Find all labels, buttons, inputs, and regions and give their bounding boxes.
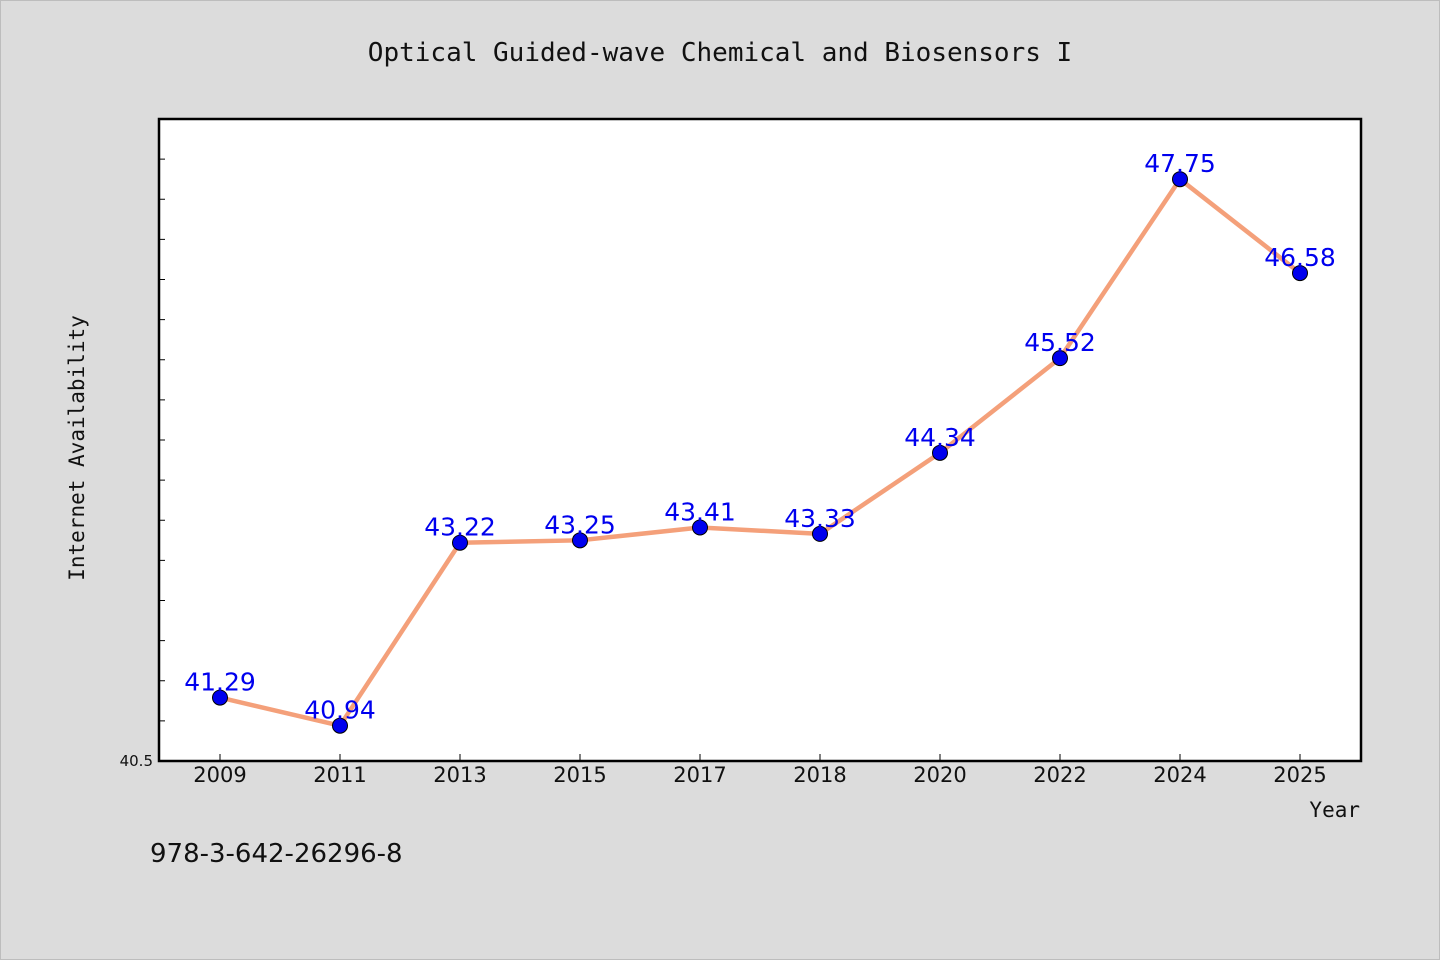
x-tick-label: 2018 (793, 763, 846, 787)
series-layer: 41.29 40.94 43.22 43.25 43.41 43.33 44.34 45.52… (184, 149, 1336, 734)
x-tick-label: 2011 (313, 763, 366, 787)
series-line (217, 176, 1303, 728)
plot-frame (157, 117, 1363, 763)
y-tick-label-min: 40.5 (120, 752, 153, 770)
x-tick-label: 2009 (193, 763, 246, 787)
y-axis-label: Internet Availability (65, 315, 89, 581)
data-point (332, 717, 348, 734)
x-tick-label: 2020 (913, 763, 966, 787)
x-axis-label: Year (1309, 798, 1360, 822)
data-point (1172, 171, 1188, 188)
data-point (1292, 265, 1308, 282)
footer-isbn: 978-3-642-26296-8 (150, 839, 403, 869)
data-label: 43.33 (784, 504, 856, 533)
data-label: 44.34 (904, 423, 976, 452)
x-tick-label: 2022 (1033, 763, 1086, 787)
data-label: 40.94 (304, 696, 376, 725)
data-label: 43.25 (544, 510, 616, 539)
x-axis-ticks: 2009 2011 2013 2015 2017 2018 2020 2022 2024 2025 (193, 754, 1327, 787)
data-label: 43.22 (424, 513, 496, 542)
data-point (452, 534, 468, 551)
x-tick-label: 2024 (1153, 763, 1206, 787)
data-point (572, 532, 588, 549)
x-tick-label: 2017 (673, 763, 726, 787)
x-tick-label: 2015 (553, 763, 606, 787)
data-label: 47.75 (1144, 149, 1216, 178)
data-label: 41.29 (184, 668, 256, 697)
data-label: 43.41 (664, 497, 736, 526)
plot-area (159, 119, 1361, 761)
data-label: 45.52 (1024, 328, 1096, 357)
data-point (812, 525, 828, 542)
x-tick-label: 2013 (433, 763, 486, 787)
data-point (692, 519, 708, 536)
chart-title: Optical Guided-wave Chemical and Biosens… (368, 38, 1072, 68)
x-tick-label: 2025 (1273, 763, 1326, 787)
data-label: 46.58 (1264, 243, 1336, 272)
data-point (1052, 350, 1068, 367)
data-point (932, 444, 948, 461)
data-point (212, 689, 228, 706)
